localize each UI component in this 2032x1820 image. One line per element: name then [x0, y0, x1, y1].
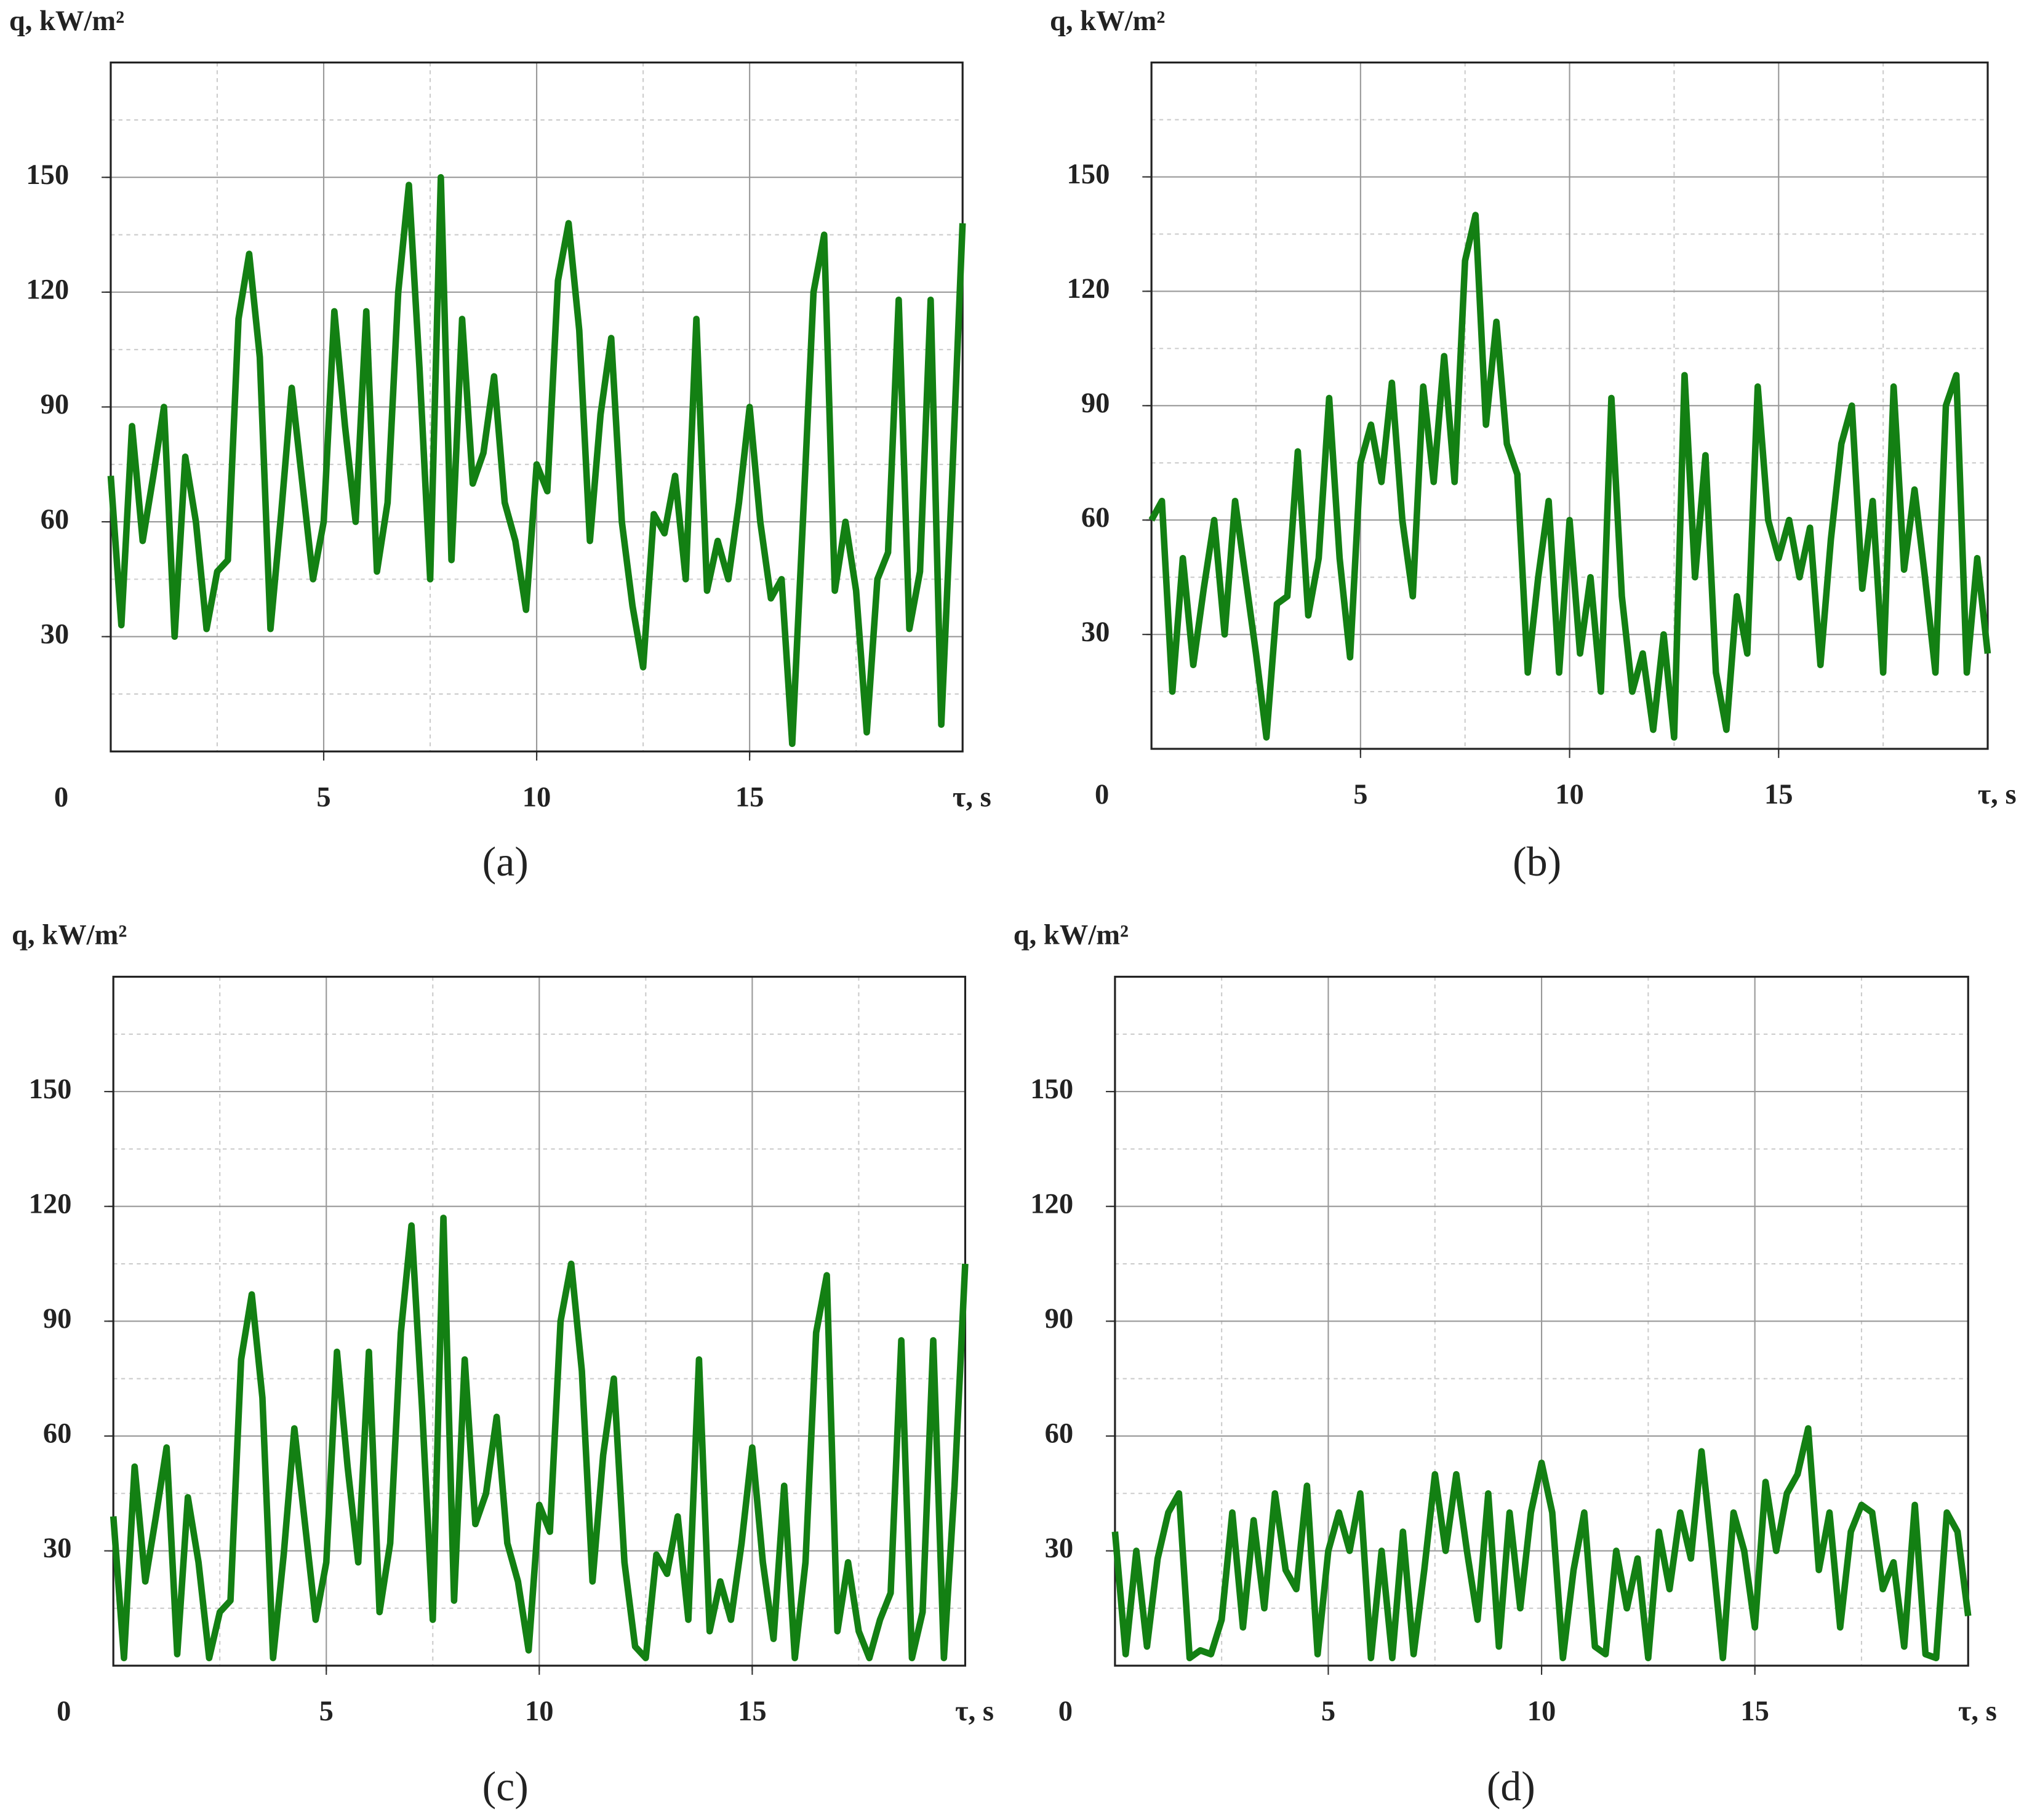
y-tick-label: 90: [41, 389, 70, 420]
data-line: [107, 174, 966, 748]
panel-label: (d): [1487, 1763, 1535, 1810]
x-tick-label: 15: [1764, 779, 1793, 810]
x-axis-label: τ, s: [953, 781, 991, 813]
y-tick-label: 120: [26, 274, 69, 306]
y-tick-label: 90: [1045, 1303, 1074, 1335]
y-tick-label: 30: [41, 618, 70, 650]
y-tick-label: 60: [41, 504, 70, 535]
data-line: [110, 1215, 969, 1662]
y-axis-label: q, kW/m²: [1014, 920, 1129, 951]
origin-label: 0: [1058, 1696, 1073, 1727]
x-tick-label: 10: [522, 781, 551, 813]
origin-label: 0: [54, 781, 68, 813]
x-tick-label: 15: [1740, 1696, 1769, 1727]
x-tick-label: 15: [735, 781, 764, 813]
y-tick-label: 120: [1067, 273, 1110, 305]
data-line: [1111, 1425, 1972, 1662]
x-tick-label: 5: [1353, 779, 1367, 810]
x-axis-label: τ, s: [955, 1696, 994, 1727]
panel-label: (c): [482, 1763, 529, 1810]
x-tick-label: 10: [1527, 1696, 1556, 1727]
y-tick-label: 120: [29, 1188, 72, 1219]
x-axis-label: τ, s: [1958, 1696, 1997, 1727]
x-tick-label: 5: [316, 781, 330, 813]
y-axis-label: q, kW/m²: [12, 920, 127, 951]
y-tick-label: 150: [1067, 159, 1110, 190]
plot-frame: [110, 62, 964, 752]
y-tick-label: 30: [1045, 1533, 1074, 1564]
origin-label: 0: [1095, 779, 1109, 810]
x-tick-label: 15: [738, 1696, 767, 1727]
x-tick-label: 5: [1321, 1696, 1335, 1727]
x-axis-label: τ, s: [1978, 779, 2017, 810]
y-axis-label: q, kW/m²: [9, 6, 124, 37]
y-tick-label: 60: [43, 1418, 72, 1450]
y-tick-label: 150: [1030, 1074, 1073, 1105]
data-line: [1148, 212, 1991, 741]
plot-frame: [1114, 975, 1969, 1667]
y-tick-label: 150: [26, 159, 69, 191]
y-tick-label: 120: [1030, 1188, 1073, 1219]
y-axis-label: q, kW/m²: [1050, 6, 1165, 37]
plot-frame: [1150, 62, 1989, 750]
panel-label: (b): [1513, 839, 1561, 885]
y-tick-label: 60: [1081, 502, 1110, 533]
y-tick-label: 150: [29, 1074, 72, 1105]
y-tick-label: 90: [43, 1303, 72, 1335]
x-tick-label: 5: [319, 1696, 334, 1727]
y-tick-label: 30: [1081, 617, 1110, 648]
panel-label: (a): [482, 839, 529, 885]
y-tick-label: 90: [1081, 388, 1110, 419]
x-tick-label: 10: [1555, 779, 1584, 810]
y-tick-label: 30: [43, 1533, 72, 1564]
y-tick-label: 60: [1045, 1418, 1074, 1450]
x-tick-label: 10: [525, 1696, 554, 1727]
origin-label: 0: [57, 1696, 71, 1727]
